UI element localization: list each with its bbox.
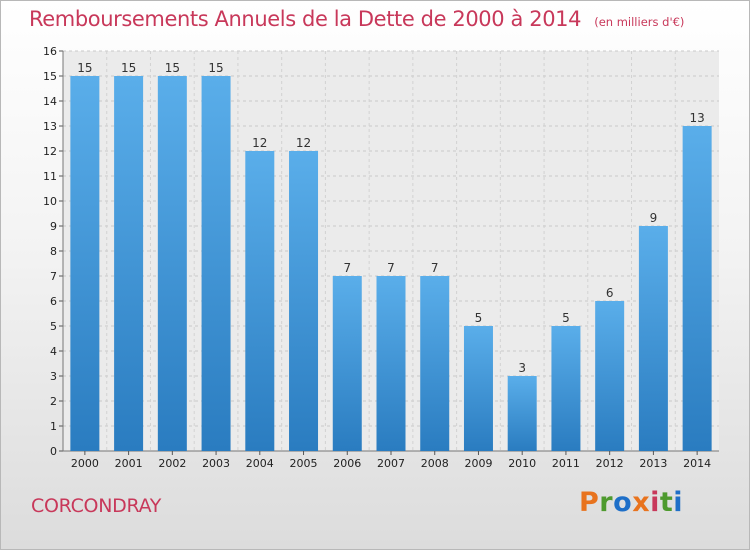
logo-letter: P bbox=[579, 487, 600, 518]
y-tick-label: 5 bbox=[50, 320, 57, 333]
chart-title: Remboursements Annuels de la Dette de 20… bbox=[29, 7, 582, 31]
data-label-2009: 5 bbox=[475, 311, 483, 325]
x-tick-label-2014: 2014 bbox=[683, 457, 711, 470]
bar-2011 bbox=[551, 326, 581, 451]
data-label-2001: 15 bbox=[121, 61, 136, 75]
data-label-2012: 6 bbox=[606, 286, 614, 300]
bar-2009 bbox=[463, 326, 493, 451]
data-label-2010: 3 bbox=[518, 361, 526, 375]
y-tick-label: 9 bbox=[50, 220, 57, 233]
y-tick-label: 14 bbox=[43, 95, 57, 108]
bar-2005 bbox=[289, 151, 319, 451]
x-tick-label-2003: 2003 bbox=[202, 457, 230, 470]
bar-2003 bbox=[201, 76, 231, 451]
bar-2010 bbox=[507, 376, 537, 451]
y-tick-label: 8 bbox=[50, 245, 57, 258]
x-tick-label-2005: 2005 bbox=[290, 457, 318, 470]
bar-2002 bbox=[157, 76, 187, 451]
x-tick-label-2008: 2008 bbox=[421, 457, 449, 470]
y-tick-label: 15 bbox=[43, 70, 57, 83]
data-label-2002: 15 bbox=[165, 61, 180, 75]
y-tick-label: 1 bbox=[50, 420, 57, 433]
x-tick-label-2012: 2012 bbox=[596, 457, 624, 470]
data-label-2004: 12 bbox=[252, 136, 267, 150]
data-label-2007: 7 bbox=[387, 261, 395, 275]
bar-2000 bbox=[70, 76, 100, 451]
x-tick-label-2002: 2002 bbox=[158, 457, 186, 470]
chart-unit: (en milliers d'€) bbox=[594, 15, 685, 29]
y-tick-label: 6 bbox=[50, 295, 57, 308]
logo-letter: i bbox=[673, 487, 684, 518]
title-row: Remboursements Annuels de la Dette de 20… bbox=[29, 7, 684, 31]
x-tick-label-2000: 2000 bbox=[71, 457, 99, 470]
y-tick-label: 2 bbox=[50, 395, 57, 408]
y-tick-label: 10 bbox=[43, 195, 57, 208]
logo-letter: t bbox=[659, 487, 674, 518]
y-tick-label: 7 bbox=[50, 270, 57, 283]
data-label-2014: 13 bbox=[689, 111, 704, 125]
proxiti-logo: Proxiti bbox=[579, 487, 683, 518]
bar-2007 bbox=[376, 276, 406, 451]
x-tick-label-2009: 2009 bbox=[464, 457, 492, 470]
y-tick-label: 3 bbox=[50, 370, 57, 383]
data-label-2008: 7 bbox=[431, 261, 439, 275]
data-label-2006: 7 bbox=[343, 261, 351, 275]
logo-letter: i bbox=[650, 487, 660, 518]
logo-letter: o bbox=[613, 487, 633, 518]
y-tick-label: 11 bbox=[43, 170, 57, 183]
bar-2004 bbox=[245, 151, 275, 451]
logo-letter: x bbox=[632, 487, 651, 518]
data-label-2003: 15 bbox=[208, 61, 223, 75]
y-tick-label: 12 bbox=[43, 145, 57, 158]
logo-letter: r bbox=[599, 487, 614, 518]
x-tick-label-2010: 2010 bbox=[508, 457, 536, 470]
x-tick-label-2006: 2006 bbox=[333, 457, 361, 470]
y-tick-label: 13 bbox=[43, 120, 57, 133]
labels: 0123456789101112131415161520001520011520… bbox=[43, 45, 711, 470]
bar-2012 bbox=[595, 301, 625, 451]
data-label-2011: 5 bbox=[562, 311, 570, 325]
bar-2006 bbox=[332, 276, 362, 451]
x-tick-label-2004: 2004 bbox=[246, 457, 274, 470]
y-tick-label: 0 bbox=[50, 445, 57, 458]
y-tick-label: 16 bbox=[43, 45, 57, 58]
bar-2014 bbox=[682, 126, 712, 451]
bars bbox=[70, 76, 712, 451]
x-tick-label-2001: 2001 bbox=[115, 457, 143, 470]
bar-2001 bbox=[114, 76, 144, 451]
bar-2008 bbox=[420, 276, 450, 451]
y-tick-label: 4 bbox=[50, 345, 57, 358]
commune-name: CORCONDRAY bbox=[31, 495, 162, 517]
data-label-2013: 9 bbox=[650, 211, 658, 225]
data-label-2000: 15 bbox=[77, 61, 92, 75]
x-tick-label-2011: 2011 bbox=[552, 457, 580, 470]
data-label-2005: 12 bbox=[296, 136, 311, 150]
x-tick-label-2013: 2013 bbox=[639, 457, 667, 470]
x-tick-label-2007: 2007 bbox=[377, 457, 405, 470]
bar-2013 bbox=[638, 226, 668, 451]
